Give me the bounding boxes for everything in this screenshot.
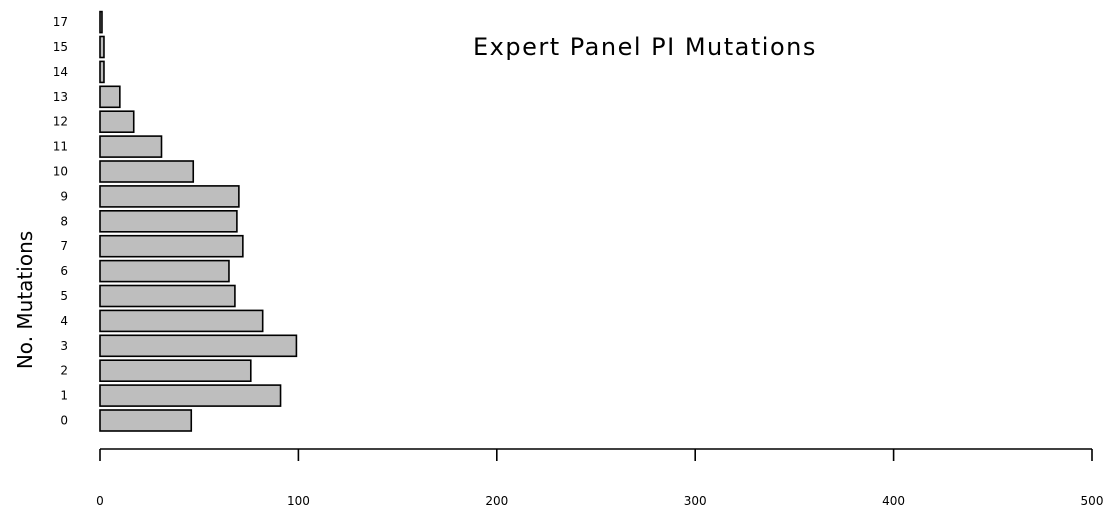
x-tick-label-400: 400 xyxy=(882,494,905,508)
y-tick-label-6: 6 xyxy=(60,264,68,278)
y-tick-label-2: 2 xyxy=(60,364,68,378)
bar-5 xyxy=(99,284,236,308)
x-tick-label-0: 0 xyxy=(96,494,104,508)
bar-17 xyxy=(99,10,103,34)
y-axis-label: No. Mutations xyxy=(13,231,37,369)
bar-6 xyxy=(99,259,230,283)
y-tick-label-9: 9 xyxy=(60,189,68,203)
bar-9 xyxy=(99,185,240,208)
bar-0 xyxy=(99,409,193,432)
y-tick-label-3: 3 xyxy=(60,339,68,353)
bar-1 xyxy=(99,384,282,407)
y-tick-label-13: 13 xyxy=(53,90,68,104)
x-tick-label-300: 300 xyxy=(684,494,707,508)
bars-layer xyxy=(99,10,298,432)
bar-4 xyxy=(99,309,264,333)
y-tick-label-0: 0 xyxy=(60,414,68,428)
y-tick-label-7: 7 xyxy=(60,239,68,253)
bar-8 xyxy=(99,210,238,233)
x-tick-label-500: 500 xyxy=(1081,494,1104,508)
bar-15 xyxy=(99,35,105,59)
y-tick-label-10: 10 xyxy=(53,165,68,179)
y-tick-label-15: 15 xyxy=(53,40,68,54)
bar-12 xyxy=(99,110,135,133)
y-tick-label-11: 11 xyxy=(53,140,68,154)
y-tick-label-8: 8 xyxy=(60,214,68,228)
bar-14 xyxy=(99,60,105,84)
bar-3 xyxy=(99,334,298,358)
y-tick-label-4: 4 xyxy=(60,314,68,328)
y-tick-label-1: 1 xyxy=(60,389,68,403)
x-tick-label-100: 100 xyxy=(287,494,310,508)
x-axis: 0 100 200 300 400 500 xyxy=(96,448,1104,508)
bar-13 xyxy=(99,85,121,109)
x-tick-label-200: 200 xyxy=(485,494,508,508)
y-tick-label-12: 12 xyxy=(53,115,68,129)
y-tick-label-14: 14 xyxy=(53,65,68,79)
y-tick-label-17: 17 xyxy=(53,15,68,29)
bar-10 xyxy=(99,160,195,183)
bar-11 xyxy=(99,135,163,158)
chart-title: Expert Panel PI Mutations xyxy=(473,33,817,61)
bar-2 xyxy=(99,359,252,383)
bar-7 xyxy=(99,234,244,258)
y-tick-label-5: 5 xyxy=(60,289,68,303)
